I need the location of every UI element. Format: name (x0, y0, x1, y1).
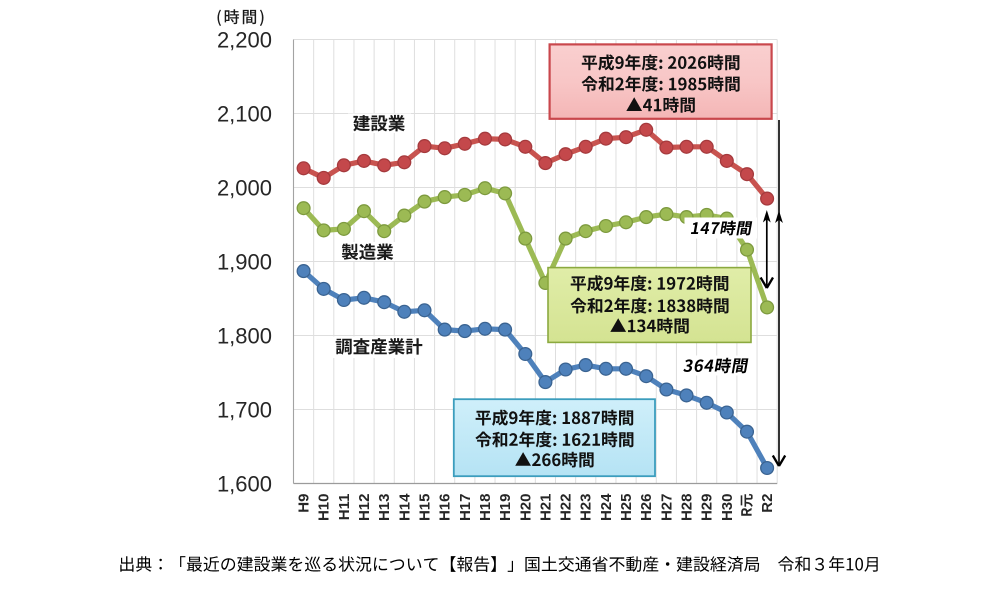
svg-text:H27: H27 (658, 494, 675, 522)
svg-text:1,800: 1,800 (217, 323, 272, 348)
svg-text:H29: H29 (699, 494, 716, 522)
svg-text:2,200: 2,200 (217, 27, 272, 52)
svg-text:1,600: 1,600 (217, 471, 272, 496)
svg-text:H28: H28 (679, 494, 696, 522)
svg-text:H20: H20 (517, 494, 534, 522)
svg-text:H18: H18 (477, 494, 494, 522)
svg-text:H25: H25 (618, 494, 635, 522)
svg-text:H9: H9 (296, 494, 313, 513)
svg-text:1,700: 1,700 (217, 397, 272, 422)
svg-text:H21: H21 (537, 494, 554, 522)
svg-text:H24: H24 (598, 493, 615, 521)
svg-text:H14: H14 (396, 493, 413, 521)
svg-text:H26: H26 (638, 494, 655, 522)
svg-text:R2: R2 (759, 494, 776, 513)
svg-text:H15: H15 (417, 494, 434, 522)
svg-text:H19: H19 (497, 493, 514, 521)
svg-text:1,900: 1,900 (217, 249, 272, 274)
svg-text:H12: H12 (356, 494, 373, 522)
svg-text:H30: H30 (719, 494, 736, 522)
svg-text:H10: H10 (316, 494, 333, 522)
svg-text:2,000: 2,000 (217, 175, 272, 200)
svg-text:H23: H23 (578, 494, 595, 522)
svg-text:H16: H16 (437, 494, 454, 522)
svg-text:H22: H22 (558, 494, 575, 522)
svg-text:H11: H11 (336, 494, 353, 521)
svg-text:H13: H13 (376, 494, 393, 522)
svg-text:2,100: 2,100 (217, 101, 272, 126)
svg-text:H17: H17 (457, 494, 474, 522)
